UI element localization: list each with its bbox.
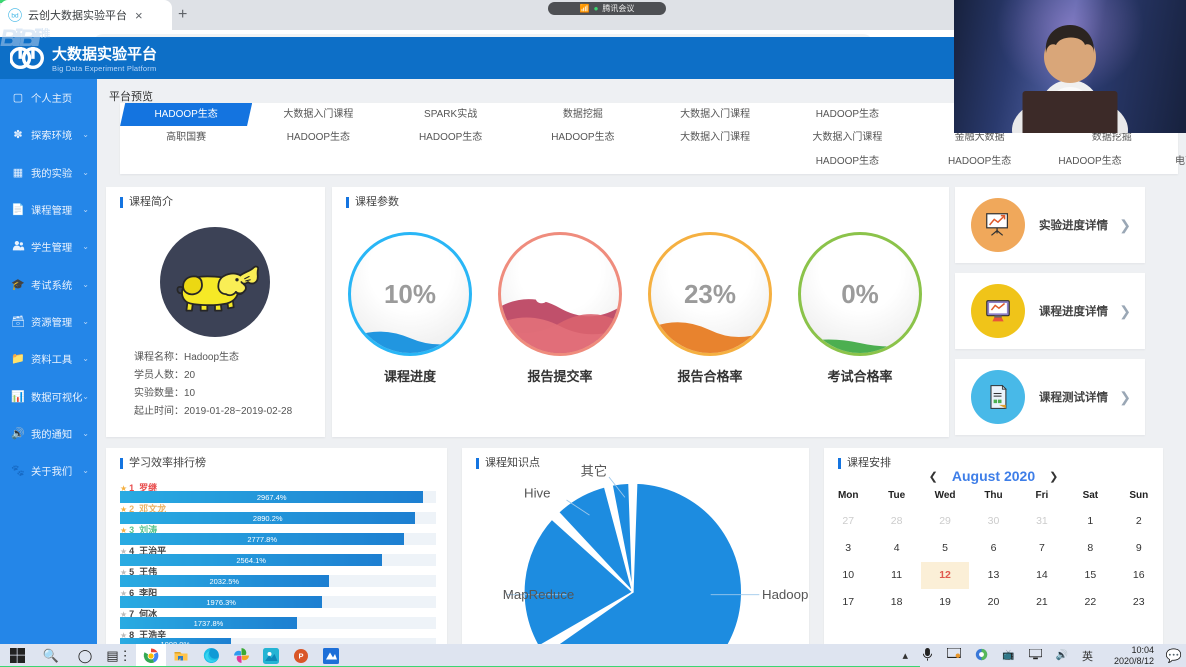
svg-text:Hadoop: Hadoop — [762, 587, 808, 602]
svg-text:MapReduce: MapReduce — [503, 587, 574, 602]
svg-text:Hive: Hive — [524, 485, 551, 500]
svg-text:其它: 其它 — [581, 462, 608, 478]
svg-text:P: P — [298, 651, 303, 660]
svg-text:bd: bd — [11, 12, 19, 19]
